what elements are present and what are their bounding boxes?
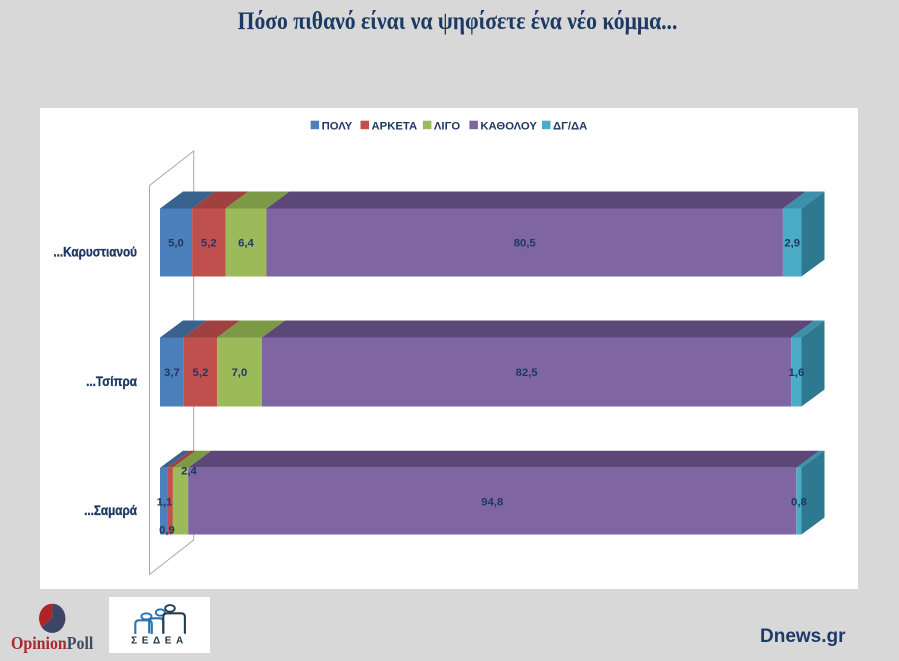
svg-text:6,4: 6,4 [238, 238, 254, 250]
svg-text:5,0: 5,0 [168, 238, 184, 250]
svg-text:...Τσίπρα: ...Τσίπρα [86, 373, 137, 389]
svg-text:82,5: 82,5 [516, 367, 538, 379]
svg-text:OpinionPoll: OpinionPoll [11, 633, 94, 653]
svg-text:...Καρυστιανού: ...Καρυστιανού [53, 243, 137, 259]
svg-text:7,0: 7,0 [232, 367, 248, 379]
svg-text:ΚΑΘΟΛΟΥ: ΚΑΘΟΛΟΥ [480, 120, 537, 132]
svg-text:ΔΓ/ΔΑ: ΔΓ/ΔΑ [553, 120, 587, 132]
svg-text:ΛΙΓΟ: ΛΙΓΟ [434, 120, 460, 132]
svg-text:2,4: 2,4 [181, 465, 197, 477]
svg-text:94,8: 94,8 [481, 496, 503, 508]
svg-text:ΑΡΚΕΤΑ: ΑΡΚΕΤΑ [372, 120, 418, 132]
svg-text:0,8: 0,8 [791, 496, 807, 508]
svg-text:0,9: 0,9 [159, 525, 175, 537]
svg-text:3,7: 3,7 [164, 367, 180, 379]
svg-text:1,6: 1,6 [789, 367, 805, 379]
svg-text:5,2: 5,2 [201, 238, 217, 250]
svg-text:2,9: 2,9 [784, 238, 800, 250]
svg-text:...Σαμαρά: ...Σαμαρά [84, 502, 137, 518]
svg-text:1,1: 1,1 [157, 496, 173, 508]
svg-text:80,5: 80,5 [514, 238, 536, 250]
svg-text:ΣΕΔΕΑ: ΣΕΔΕΑ [131, 635, 188, 646]
svg-text:5,2: 5,2 [193, 367, 209, 379]
svg-text:ΠΟΛΥ: ΠΟΛΥ [322, 120, 353, 132]
